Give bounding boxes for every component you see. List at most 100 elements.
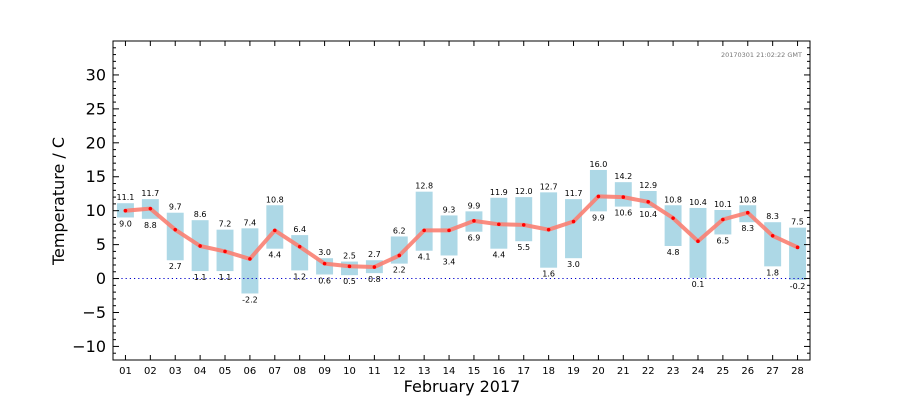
min-label: 6.5 xyxy=(717,236,730,245)
min-label: 0.6 xyxy=(318,276,331,285)
x-tick-label: 11 xyxy=(368,366,381,377)
x-tick-label: 19 xyxy=(567,366,580,377)
mean-series xyxy=(123,194,800,269)
mean-point-07 xyxy=(273,228,277,233)
max-label: 11.9 xyxy=(490,188,508,197)
max-label: 7.4 xyxy=(244,218,257,227)
mean-point-17 xyxy=(521,223,526,227)
range-bar-14 xyxy=(440,215,458,256)
mean-point-15 xyxy=(472,219,476,223)
max-label: 7.5 xyxy=(791,218,804,227)
max-label: 10.8 xyxy=(664,195,682,204)
plot-frame xyxy=(112,40,811,361)
mean-point-20 xyxy=(596,194,601,199)
range-bar-25 xyxy=(714,210,732,235)
min-label: 10.4 xyxy=(639,210,657,219)
data-labels: 11.1 9.0 11.7 8.8 9.7 2.7 8.6 1.1 7.2 1.1 7.4 -2.2 1… xyxy=(117,160,806,305)
y-axis: −10 −5 0 5 10 15 20 25 30 xyxy=(72,47,810,361)
mean-point-01 xyxy=(123,208,128,213)
x-tick-label: 21 xyxy=(617,366,630,377)
timestamp-label: 20170301 21:02:22 GMT xyxy=(721,51,802,59)
x-tick-label: 20 xyxy=(592,366,605,377)
min-label: 5.5 xyxy=(517,243,530,252)
max-label: 6.2 xyxy=(393,226,406,235)
max-label: 8.3 xyxy=(766,212,779,221)
mean-point-13 xyxy=(422,228,426,233)
mean-point-10 xyxy=(347,264,352,269)
min-label: 4.8 xyxy=(667,248,680,257)
max-label: 11.7 xyxy=(141,189,159,198)
min-label: 1.1 xyxy=(219,273,232,282)
max-label: 10.8 xyxy=(739,195,757,204)
mean-point-12 xyxy=(397,253,402,258)
range-bar-13 xyxy=(415,191,433,251)
x-tick-label: 27 xyxy=(766,366,779,377)
x-tick-label: 12 xyxy=(393,366,406,377)
range-bar-21 xyxy=(614,182,632,207)
min-label: 3.0 xyxy=(567,260,580,269)
y-tick-label: 20 xyxy=(86,133,106,152)
x-tick-label: 06 xyxy=(244,366,257,377)
range-bar-03 xyxy=(166,212,184,261)
mean-point-09 xyxy=(322,261,327,266)
mean-line xyxy=(123,194,800,269)
x-tick-label: 01 xyxy=(119,366,132,377)
min-label: 4.1 xyxy=(418,253,431,262)
mean-point-21 xyxy=(621,195,626,199)
max-label: 10.4 xyxy=(689,198,707,207)
x-tick-label: 03 xyxy=(169,366,182,377)
range-bar-17 xyxy=(515,197,533,242)
mean-point-16 xyxy=(497,222,501,227)
min-label: 1.6 xyxy=(542,270,555,279)
mean-point-11 xyxy=(372,265,377,269)
min-label: 1.2 xyxy=(293,272,306,281)
mean-point-26 xyxy=(745,210,750,215)
range-bar-06 xyxy=(241,228,259,294)
mean-point-22 xyxy=(646,200,650,204)
range-bar-28 xyxy=(789,227,807,280)
max-label: 10.1 xyxy=(714,200,732,209)
mean-point-05 xyxy=(223,249,227,254)
max-label: 12.7 xyxy=(540,182,558,191)
x-tick-label: 07 xyxy=(268,366,281,377)
max-label: 12.8 xyxy=(415,182,433,191)
y-tick-label: 30 xyxy=(86,65,106,84)
x-tick-label: 25 xyxy=(717,366,730,377)
y-tick-label: −10 xyxy=(72,337,106,356)
max-label: 12.0 xyxy=(515,187,533,196)
x-tick-label: 17 xyxy=(517,366,530,377)
x-axis-title: February 2017 xyxy=(404,377,521,396)
x-tick-label: 09 xyxy=(318,366,331,377)
x-tick-label: 22 xyxy=(642,366,655,377)
mean-point-28 xyxy=(795,245,800,250)
x-tick-label: 24 xyxy=(692,366,705,377)
y-axis-title: Temperature / C xyxy=(49,137,68,266)
x-tick-label: 28 xyxy=(791,366,804,377)
min-label: -2.2 xyxy=(242,295,258,304)
min-label: 1.1 xyxy=(194,273,207,282)
y-tick-label: 5 xyxy=(96,235,106,254)
mean-point-19 xyxy=(571,219,576,224)
y-tick-label: 15 xyxy=(86,167,106,186)
min-label: 0.8 xyxy=(368,275,381,284)
max-label: 11.1 xyxy=(117,193,135,202)
min-label: 1.8 xyxy=(766,268,779,277)
max-label: 14.2 xyxy=(614,172,632,181)
x-tick-label: 23 xyxy=(667,366,680,377)
max-label: 8.6 xyxy=(194,210,207,219)
min-label: -0.2 xyxy=(790,282,806,291)
max-label: 9.3 xyxy=(443,205,456,214)
min-label: 8.8 xyxy=(144,221,157,230)
max-label: 11.7 xyxy=(565,189,583,198)
range-bar-07 xyxy=(266,205,284,249)
x-tick-label: 04 xyxy=(194,366,207,377)
x-tick-label: 14 xyxy=(443,366,456,377)
max-label: 12.9 xyxy=(639,181,657,190)
mean-point-06 xyxy=(248,257,252,261)
y-tick-label: 10 xyxy=(86,201,106,220)
min-label: 2.7 xyxy=(169,262,182,271)
min-label: 2.2 xyxy=(393,266,406,275)
max-label: 2.7 xyxy=(368,250,381,259)
max-label: 16.0 xyxy=(590,160,608,169)
x-tick-label: 13 xyxy=(418,366,431,377)
